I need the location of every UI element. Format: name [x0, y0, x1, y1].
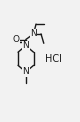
Text: HCl: HCl	[45, 54, 62, 64]
Text: N: N	[22, 41, 29, 50]
Text: N: N	[30, 29, 37, 38]
Text: O: O	[13, 35, 20, 44]
Text: N: N	[22, 67, 29, 76]
